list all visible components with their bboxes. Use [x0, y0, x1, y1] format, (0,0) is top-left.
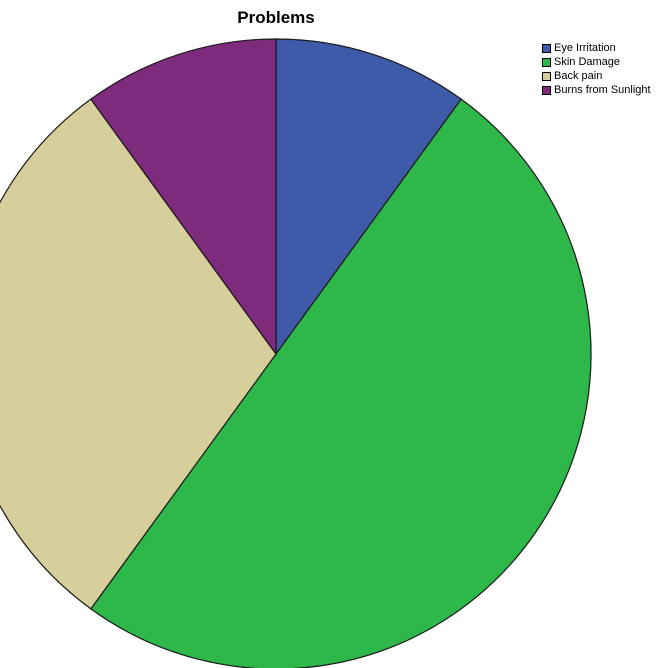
legend: Eye Irritation Skin Damage Back pain Burns …: [542, 41, 651, 97]
legend-item: Burns from Sunlight: [542, 83, 651, 97]
legend-item: Skin Damage: [542, 55, 651, 69]
pie-slice-skin-damage: [90, 98, 592, 668]
legend-label: Back pain: [554, 70, 603, 82]
legend-item: Back pain: [542, 69, 651, 83]
legend-label: Burns from Sunlight: [554, 84, 651, 96]
pie-slice-back-pain: [0, 98, 277, 610]
legend-swatch: [542, 71, 551, 81]
chart-title: Problems: [237, 8, 315, 27]
legend-label: Skin Damage: [554, 56, 621, 68]
legend-swatch: [542, 43, 551, 53]
legend-label: Eye Irritation: [554, 42, 616, 54]
pie-slice-burns-from-sunlight: [90, 38, 277, 356]
legend-swatch: [542, 85, 551, 95]
legend-swatch: [542, 57, 551, 67]
legend-item: Eye Irritation: [542, 41, 651, 55]
pie-slice-eye-irritation: [275, 38, 462, 356]
